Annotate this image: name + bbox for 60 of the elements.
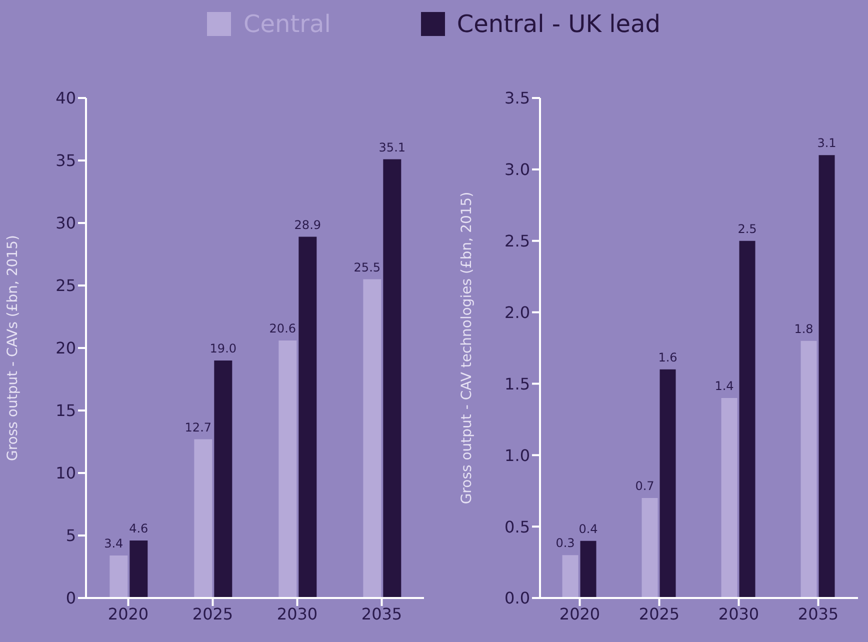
x-tick-label: 2030 — [718, 604, 760, 624]
data-label: 1.8 — [794, 322, 814, 336]
bar — [194, 439, 212, 598]
data-label: 12.7 — [184, 420, 212, 434]
y-tick-label: 0.0 — [504, 588, 530, 608]
data-label: 19.0 — [210, 342, 237, 356]
y-tick-label: 2.5 — [504, 232, 530, 251]
data-label: 1.4 — [714, 379, 734, 393]
bar — [721, 398, 738, 598]
bar — [739, 240, 756, 598]
bar — [580, 540, 596, 598]
y-tick-label: 1.0 — [504, 446, 530, 465]
bar — [800, 340, 817, 598]
bar — [110, 556, 128, 598]
y-tick-label: 10 — [56, 464, 76, 483]
x-tick-label: 2035 — [798, 604, 839, 624]
data-label: 4.6 — [129, 522, 148, 536]
x-tick-label: 2025 — [192, 604, 234, 624]
data-label: 0.3 — [556, 536, 575, 550]
y-tick-label: 30 — [56, 214, 76, 233]
y-tick-label: 2.0 — [504, 302, 530, 322]
y-tick-label: 1.5 — [504, 374, 530, 394]
data-label: 0.4 — [578, 522, 598, 536]
data-label: 3.1 — [817, 136, 836, 150]
y-tick-label: 25 — [56, 276, 76, 296]
y-axis-title: Gross output - CAVs (£bn, 2015) — [4, 235, 21, 461]
data-label: 35.1 — [378, 140, 406, 154]
bar — [818, 155, 835, 598]
bar — [214, 360, 232, 598]
data-label: 28.9 — [294, 218, 322, 232]
x-tick-label: 2020 — [559, 604, 600, 624]
bar — [278, 340, 297, 598]
bar — [562, 555, 578, 598]
y-axis-title: Gross output - CAV technologies (£bn, 2015) — [458, 192, 475, 504]
data-label: 2.5 — [738, 222, 757, 236]
y-tick-label: 0.5 — [504, 517, 530, 536]
y-tick-label: 35 — [56, 151, 76, 170]
legend-label: Central - UK lead — [456, 10, 660, 38]
y-tick-label: 3.0 — [504, 160, 530, 180]
bar — [642, 498, 658, 598]
y-tick-label: 15 — [56, 401, 76, 420]
y-tick-label: 3.5 — [504, 88, 530, 108]
y-tick-label: 40 — [56, 88, 76, 108]
data-label: 3.4 — [104, 536, 124, 550]
bar — [298, 236, 317, 598]
data-label: 1.6 — [658, 350, 678, 364]
x-tick-label: 2030 — [276, 604, 318, 624]
data-label: 25.5 — [354, 260, 381, 274]
bar — [660, 369, 676, 598]
y-tick-label: 5 — [66, 526, 76, 546]
x-tick-label: 2020 — [108, 604, 149, 624]
y-tick-label: 20 — [56, 338, 76, 358]
bar — [363, 279, 382, 598]
x-tick-label: 2025 — [638, 604, 680, 624]
data-label: 20.6 — [269, 322, 296, 336]
data-label: 0.7 — [635, 479, 654, 493]
bar — [383, 159, 402, 598]
y-tick-label: 0 — [66, 588, 76, 608]
x-tick-label: 2035 — [361, 604, 402, 624]
bar — [130, 540, 148, 598]
